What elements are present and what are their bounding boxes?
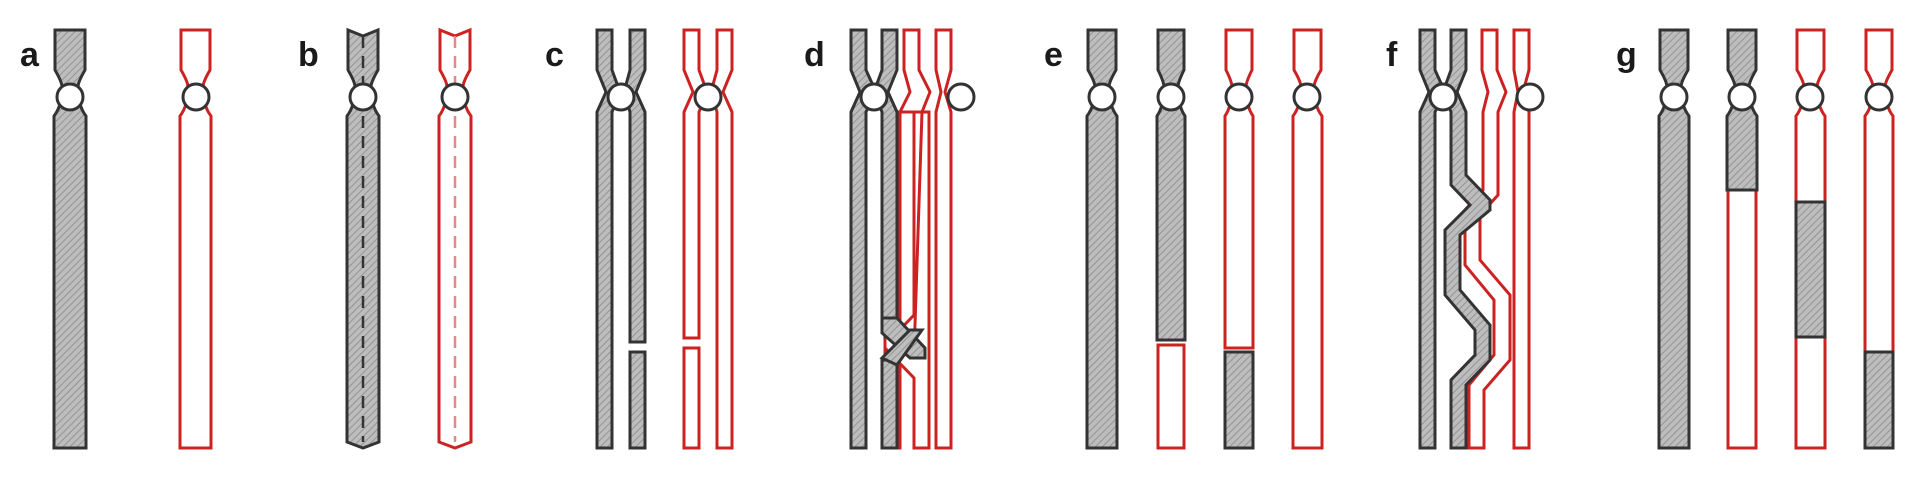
panel-label-e: e (1044, 36, 1063, 74)
panel-label-b: b (298, 36, 319, 74)
panel-label-a: a (20, 36, 40, 74)
panel-label-d: d (804, 36, 825, 74)
chromatids-gray (849, 28, 927, 450)
panel-label-c: c (545, 36, 564, 74)
chromosome-e3 (1223, 28, 1255, 450)
panel-label-g: g (1616, 36, 1637, 74)
panel-b (345, 27, 473, 450)
chromosome-g4 (1863, 28, 1895, 450)
chromosome-gray-replicated (345, 27, 381, 450)
centromere-red-f (1515, 82, 1545, 112)
chromosome-e2 (1155, 28, 1187, 450)
panel-g (1657, 28, 1895, 450)
sister-chromatids-gray (595, 28, 647, 450)
panel-c (595, 28, 734, 450)
chromosome-e4 (1291, 28, 1324, 450)
chromosome-g1 (1657, 28, 1691, 450)
chromosome-red-replicated (437, 27, 473, 450)
chromatids-gray-f (1418, 28, 1492, 450)
sister-chromatids-red (682, 28, 734, 450)
chromosome-g3 (1794, 28, 1827, 450)
panel-d (849, 28, 976, 450)
chromatids-red-f (1463, 28, 1531, 450)
chromosome-red (178, 28, 213, 450)
chromosome-g2 (1725, 28, 1759, 450)
panel-f (1418, 28, 1545, 450)
panel-label-f: f (1386, 36, 1398, 74)
panel-e (1085, 28, 1324, 450)
panel-a (52, 28, 213, 450)
centromere-red (946, 82, 976, 112)
chromosome-e1 (1085, 28, 1119, 450)
chromosome-gray (52, 28, 88, 450)
